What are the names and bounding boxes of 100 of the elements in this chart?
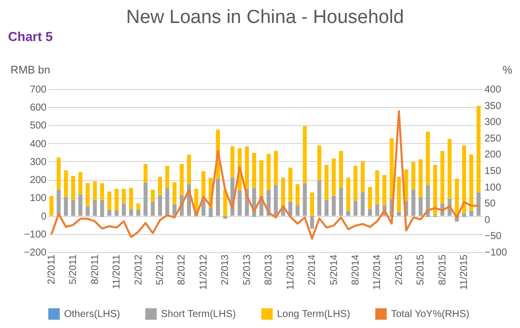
bar <box>324 200 329 216</box>
bar <box>448 138 452 199</box>
y2-tick-label: 250 <box>484 133 502 144</box>
bar <box>354 200 358 216</box>
y2-tick-label: 300 <box>484 117 502 128</box>
y2-tick-label: 100 <box>484 182 502 194</box>
bar <box>288 202 292 216</box>
bar <box>302 183 307 216</box>
bar <box>418 197 423 216</box>
bar <box>238 190 242 216</box>
x-tick-label: 8/2012 <box>176 254 188 286</box>
bar <box>375 204 380 216</box>
bar <box>476 106 481 192</box>
bar <box>288 168 292 202</box>
bar <box>223 190 228 216</box>
bar <box>223 216 228 219</box>
bar <box>396 176 401 212</box>
bar <box>454 178 459 216</box>
bar <box>64 197 68 216</box>
bar <box>56 190 61 216</box>
bar <box>129 188 134 210</box>
bar <box>346 210 350 216</box>
bar <box>56 157 61 190</box>
bar <box>310 216 314 229</box>
line-series <box>50 110 480 240</box>
bar <box>440 150 444 204</box>
bar <box>426 185 430 216</box>
bar <box>216 179 220 216</box>
bar <box>462 213 466 216</box>
y-tick-label: −200 <box>24 248 47 258</box>
y-axis-title: RMB bn <box>10 64 50 76</box>
bar <box>476 192 481 216</box>
bar <box>310 192 314 216</box>
bar <box>354 166 358 201</box>
bar <box>100 183 104 200</box>
bar <box>208 207 213 216</box>
bar <box>129 209 134 216</box>
bar <box>92 181 97 200</box>
bar <box>360 161 365 192</box>
bar <box>317 180 322 216</box>
x-tick-label: 2/2015 <box>394 254 405 286</box>
bar <box>71 200 76 216</box>
bar <box>339 150 344 188</box>
bar <box>150 202 155 216</box>
bar <box>86 183 90 206</box>
y-tick-label: 200 <box>30 175 47 186</box>
y2-tick-label: 200 <box>484 150 502 161</box>
bar <box>411 162 416 190</box>
y-tick-label: 600 <box>30 102 47 114</box>
bar <box>390 138 394 199</box>
bar <box>302 126 307 184</box>
x-tick-label: 2/2012 <box>133 254 144 286</box>
bar <box>86 206 90 216</box>
y2-tick-label: 150 <box>484 166 502 177</box>
bar <box>165 188 170 216</box>
y2-axis-title: % <box>502 64 512 76</box>
bar <box>296 184 300 206</box>
y-tick-label: 700 <box>30 84 47 96</box>
bar <box>252 152 256 188</box>
y2-tick-label: 350 <box>484 100 502 112</box>
bar <box>201 171 206 200</box>
bar <box>332 158 336 196</box>
bar <box>296 205 300 216</box>
bar <box>396 212 401 216</box>
bar <box>186 154 191 184</box>
y2-tick-label: −100 <box>484 248 508 258</box>
x-tick-label: 5/2014 <box>328 254 340 286</box>
bar <box>259 160 264 196</box>
legend-label: Others(LHS) <box>64 309 120 320</box>
bar <box>368 186 372 209</box>
y-tick-label: 500 <box>30 120 47 132</box>
bar <box>144 164 148 182</box>
bar <box>281 178 286 206</box>
bar <box>150 190 155 202</box>
legend-label: Total YoY%(RHS) <box>391 309 470 320</box>
bar <box>122 188 126 204</box>
bar <box>107 210 112 216</box>
legend-label: Short Term(LHS) <box>161 309 236 320</box>
bar <box>368 208 372 216</box>
bar <box>201 200 206 216</box>
x-tick-label: 5/2011 <box>68 254 80 284</box>
bar <box>158 176 162 196</box>
bar <box>172 182 176 204</box>
x-tick-label: 5/2013 <box>242 254 253 286</box>
x-tick-label: 2/2011 <box>46 254 58 284</box>
x-tick-label: 2/2013 <box>220 254 232 286</box>
bar <box>64 170 68 198</box>
bar <box>469 210 474 214</box>
bar <box>266 154 271 190</box>
bar <box>158 195 162 216</box>
bar <box>194 188 198 210</box>
bar <box>107 192 112 210</box>
bar <box>92 200 97 216</box>
bar <box>114 188 119 211</box>
y-tick-label: −100 <box>24 229 47 240</box>
x-tick-label: 8/2013 <box>264 254 275 286</box>
bar <box>462 146 466 214</box>
legend-label: Long Term(LHS) <box>277 309 350 320</box>
y2-tick-label: −50 <box>484 231 502 242</box>
x-tick-label: 11/2014 <box>372 254 384 290</box>
